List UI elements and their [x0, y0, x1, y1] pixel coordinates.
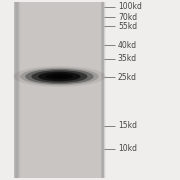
Ellipse shape: [53, 75, 66, 78]
Bar: [102, 2, 105, 178]
Bar: [14, 2, 104, 178]
Ellipse shape: [25, 69, 94, 84]
Text: 100kd: 100kd: [118, 2, 142, 11]
Ellipse shape: [38, 72, 81, 81]
Text: 15kd: 15kd: [118, 122, 137, 130]
Bar: [101, 2, 104, 178]
Bar: [15, 2, 18, 178]
Bar: [15, 2, 18, 178]
Bar: [102, 2, 105, 178]
Text: 25kd: 25kd: [118, 73, 137, 82]
Bar: [101, 2, 104, 178]
Bar: [103, 2, 106, 178]
Text: 40kd: 40kd: [118, 40, 137, 50]
Bar: [103, 2, 106, 178]
Bar: [18, 2, 20, 178]
Text: 10kd: 10kd: [118, 144, 137, 153]
Bar: [16, 2, 19, 178]
Bar: [17, 2, 19, 178]
Bar: [14, 2, 17, 178]
Ellipse shape: [46, 73, 73, 80]
Ellipse shape: [20, 68, 99, 85]
Text: 35kd: 35kd: [118, 54, 137, 63]
Bar: [18, 2, 21, 178]
Ellipse shape: [31, 70, 87, 83]
Text: 70kd: 70kd: [118, 13, 137, 22]
Bar: [17, 2, 20, 178]
Text: 55kd: 55kd: [118, 22, 137, 31]
Ellipse shape: [13, 66, 105, 87]
